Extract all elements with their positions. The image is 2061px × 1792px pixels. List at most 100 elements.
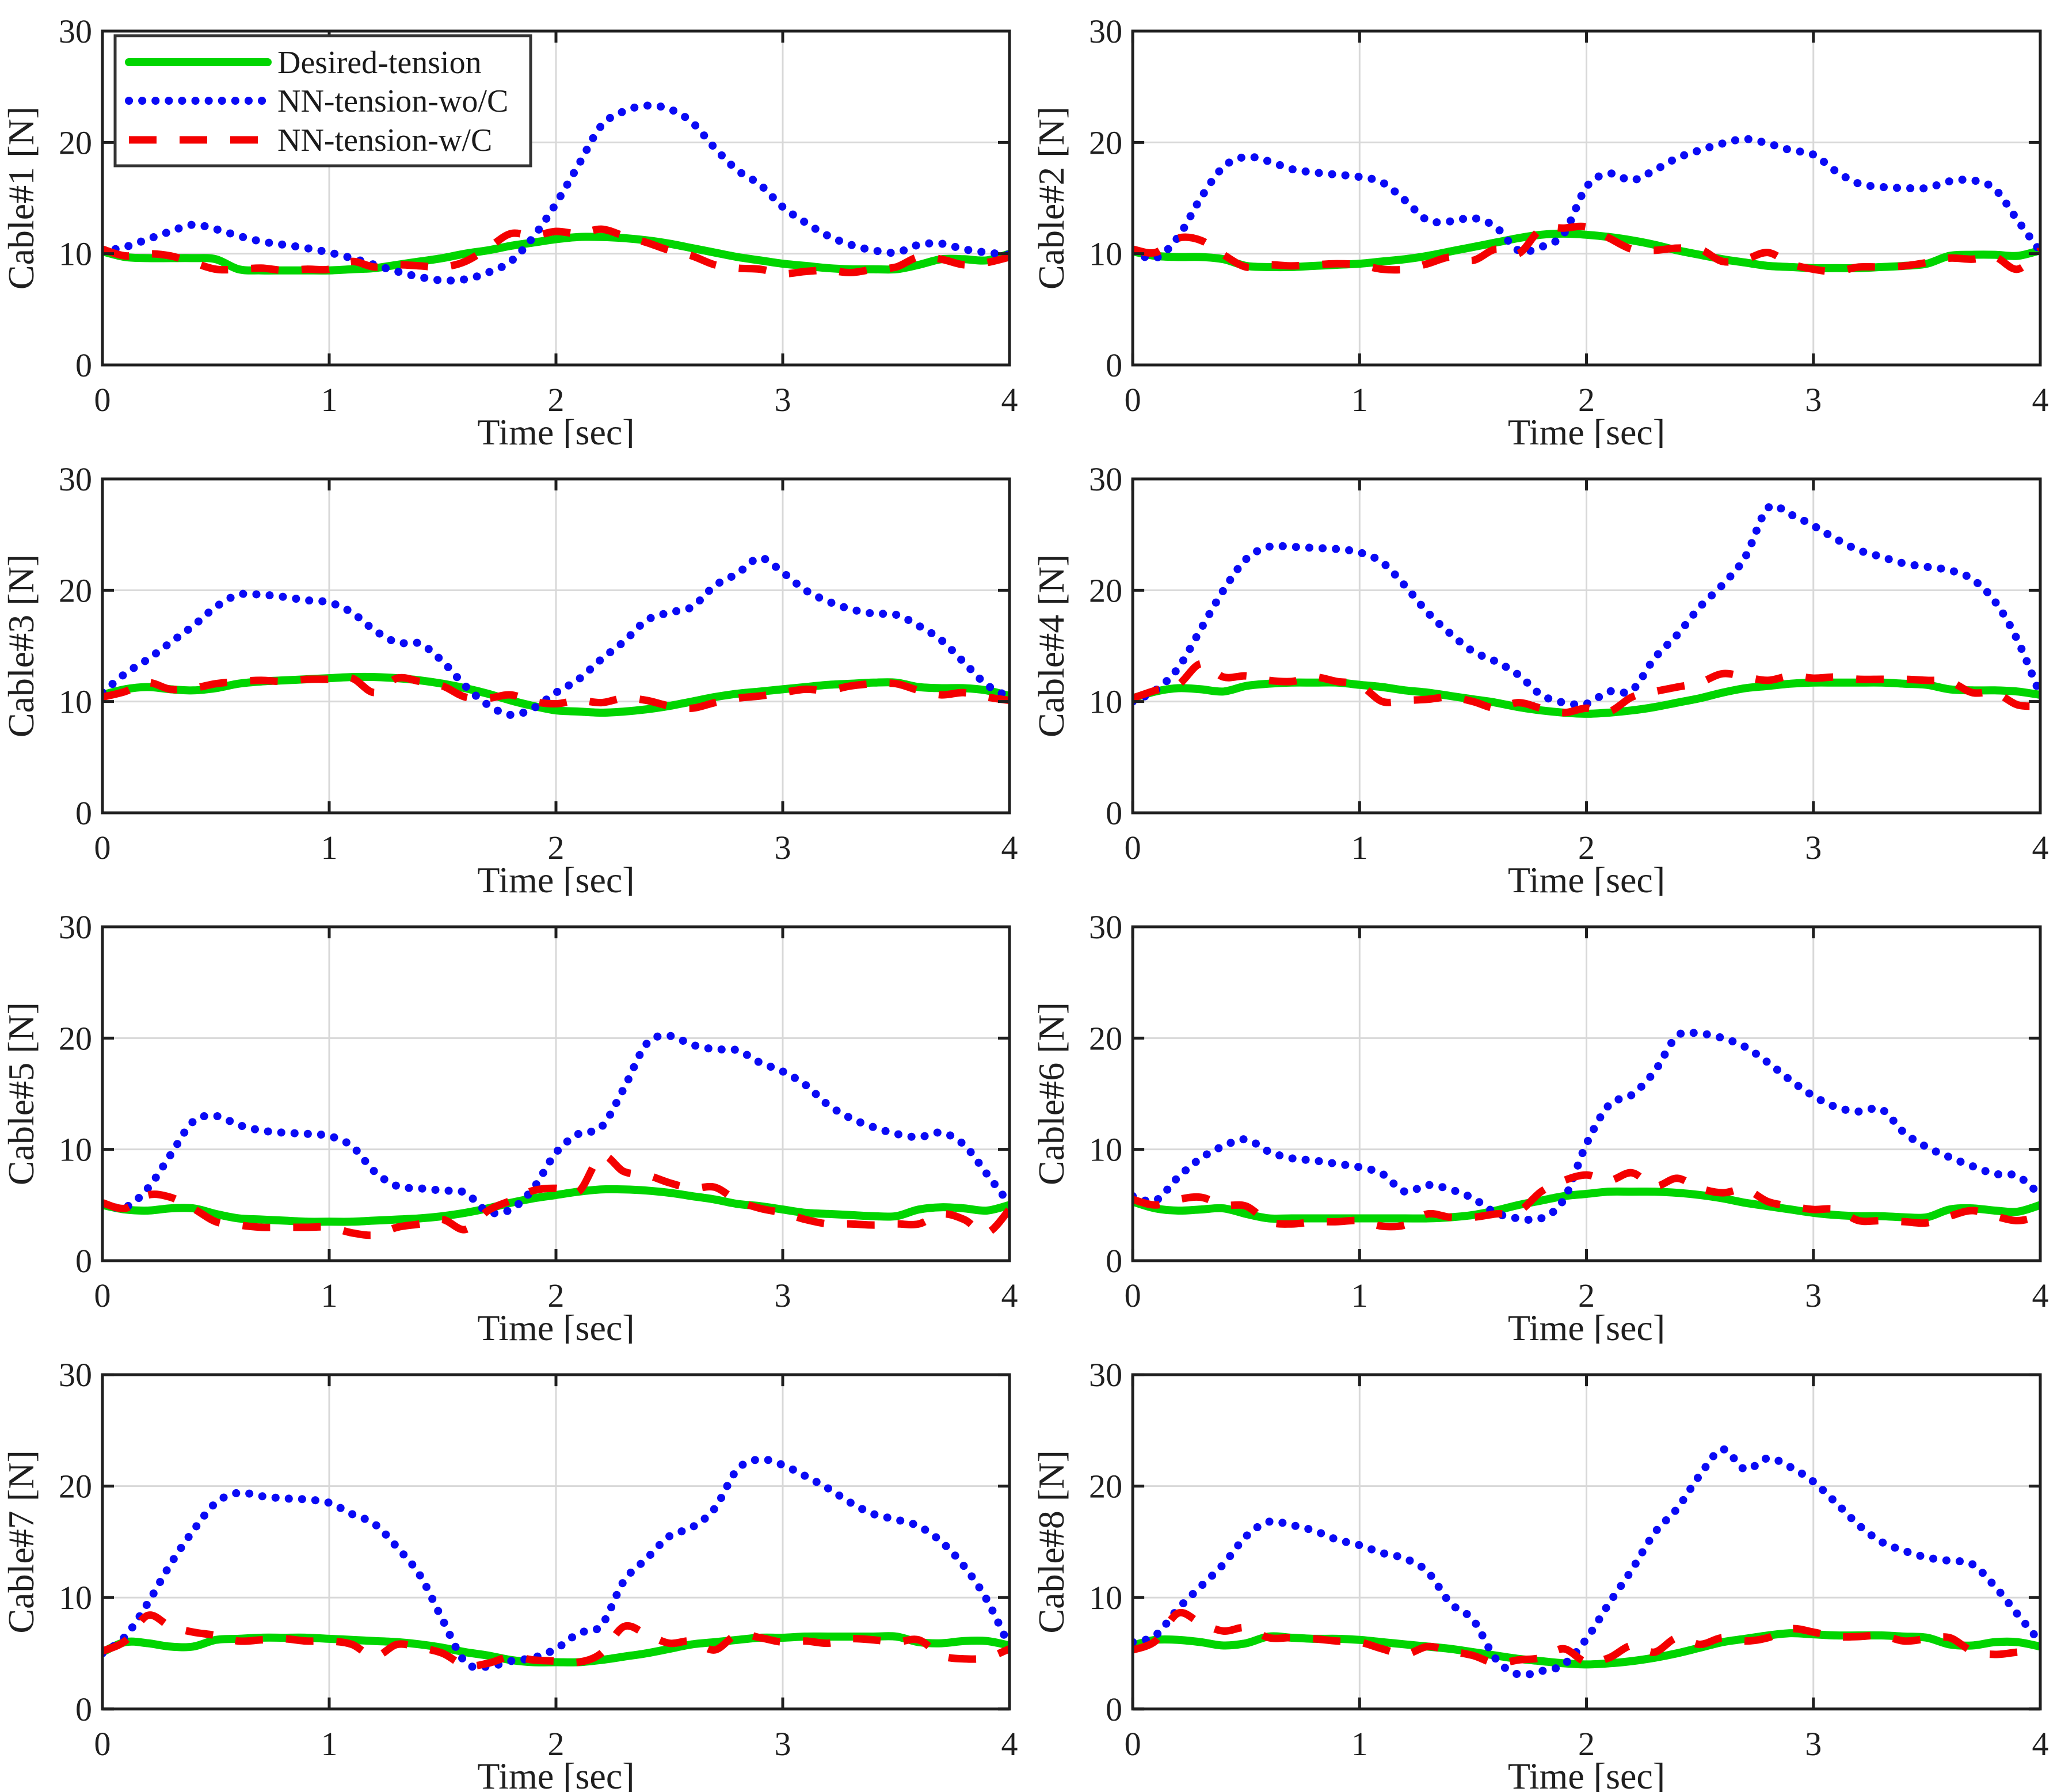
x-tick-label: 1 — [321, 1277, 338, 1314]
cable3-chart: 0 1 2 3 4 0 10 20 30 Time [sec] Cable#3 [N] — [1, 461, 1018, 896]
x-tick-label: 2 — [548, 829, 565, 866]
y-tick-label: 30 — [1089, 13, 1122, 50]
y-tick-label: 30 — [59, 908, 92, 946]
series-nn-tension-w-c — [102, 1152, 1009, 1239]
series-nn-tension-w-c — [1133, 1608, 2040, 1668]
y-axis-label: Cable#5 [N] — [1, 1002, 41, 1185]
x-axis-label: Time [sec] — [1508, 412, 1665, 448]
x-tick-label: 4 — [1001, 1277, 1018, 1314]
series-group — [102, 1032, 1009, 1239]
series-group — [102, 554, 1009, 719]
y-tick-label: 10 — [1089, 235, 1122, 273]
y-tick-label: 20 — [1089, 124, 1122, 161]
x-tick-label: 4 — [2032, 381, 2048, 418]
series-group — [1133, 1028, 2040, 1231]
series-nn-tension-w-c — [102, 674, 1009, 712]
cable5-chart: 0 1 2 3 4 0 10 20 30 Time [sec] Cable#5 [N] — [1, 908, 1018, 1344]
y-tick-label: 20 — [59, 124, 92, 161]
x-tick-label: 1 — [1351, 381, 1368, 418]
y-tick-labels: 0 10 20 30 — [1089, 461, 1122, 832]
cable2-chart: 0 1 2 3 4 0 10 20 30 Time [sec] Cable#2 [N] — [1031, 13, 2048, 448]
y-tick-labels: 0 10 20 30 — [59, 461, 92, 832]
y-axis-label: Cable#7 [N] — [1, 1450, 41, 1633]
axes-frame — [1131, 1373, 2042, 1711]
y-tick-label: 20 — [59, 1468, 92, 1505]
y-tick-label: 0 — [1106, 794, 1122, 832]
series-desired-tension — [1133, 1187, 2040, 1223]
gridlines — [1133, 1375, 2040, 1709]
x-tick-label: 1 — [1351, 1277, 1368, 1314]
x-tick-label: 2 — [1578, 829, 1595, 866]
y-tick-label: 10 — [59, 1579, 92, 1616]
x-tick-label: 0 — [1125, 381, 1141, 418]
x-tick-label: 3 — [1805, 829, 1822, 866]
legend-label: NN-tension-wo/C — [277, 83, 508, 119]
x-tick-label: 0 — [1125, 1725, 1141, 1763]
y-tick-labels: 0 10 20 30 — [1089, 13, 1122, 384]
cable4-chart: 0 1 2 3 4 0 10 20 30 Time [sec] Cable#4 [N] — [1031, 461, 2049, 896]
x-axis-label: Time [sec] — [477, 859, 634, 896]
subplot-cable2: 0 1 2 3 4 0 10 20 30 Time [sec] Cable#2 [N] — [1030, 0, 2061, 448]
tick-marks — [1131, 29, 2042, 367]
subplot-cable3: 0 1 2 3 4 0 10 20 30 Time [sec] Cable#3 [N] — [0, 448, 1030, 896]
y-axis-label: Cable#6 [N] — [1031, 1002, 1072, 1185]
y-axis-label: Cable#1 [N] — [1, 106, 41, 290]
y-tick-label: 0 — [75, 1242, 92, 1280]
y-tick-label: 10 — [1089, 1131, 1122, 1169]
x-tick-label: 4 — [2032, 1277, 2048, 1314]
x-tick-label: 2 — [548, 1725, 565, 1763]
x-tick-label: 4 — [1001, 1725, 1018, 1763]
x-tick-label: 4 — [1001, 829, 1018, 866]
y-tick-label: 0 — [75, 347, 92, 384]
y-tick-label: 10 — [59, 235, 92, 273]
subplot-cable7: 0 1 2 3 4 0 10 20 30 Time [sec] Cable#7 [N] — [0, 1344, 1030, 1792]
y-tick-label: 20 — [59, 572, 92, 609]
y-tick-label: 10 — [1089, 1579, 1122, 1616]
y-tick-label: 10 — [59, 1131, 92, 1169]
x-tick-label: 0 — [94, 1725, 111, 1763]
tick-marks — [101, 29, 1011, 367]
x-tick-label: 3 — [1805, 1277, 1822, 1314]
x-axis-label: Time [sec] — [477, 1307, 634, 1344]
y-tick-label: 30 — [59, 13, 92, 50]
y-tick-label: 30 — [1089, 461, 1122, 498]
x-tick-label: 2 — [1578, 381, 1595, 418]
subplot-cable5: 0 1 2 3 4 0 10 20 30 Time [sec] Cable#5 [N] — [0, 896, 1030, 1344]
cable1-chart: 0 1 2 3 4 0 10 20 30 Time [sec] Cable#1 [N] Desired… — [1, 13, 1018, 448]
y-tick-label: 0 — [75, 794, 92, 832]
tick-marks — [1131, 1373, 2042, 1711]
axes-frame — [101, 1373, 1011, 1711]
x-tick-labels: 0 1 2 3 4 — [1125, 1277, 2049, 1314]
x-axis-label: Time [sec] — [477, 1756, 634, 1792]
series-nn-tension-w-c — [1133, 222, 2040, 276]
gridlines — [1133, 31, 2040, 365]
x-tick-labels: 0 1 2 3 4 — [1125, 829, 2049, 866]
x-tick-label: 4 — [1001, 381, 1018, 418]
gridlines — [102, 1375, 1009, 1709]
y-tick-labels: 0 10 20 30 — [59, 13, 92, 384]
cable8-chart: 0 1 2 3 4 0 10 20 30 Time [sec] Cable#8 [N] — [1031, 1356, 2048, 1792]
x-tick-labels: 0 1 2 3 4 — [94, 381, 1018, 418]
y-tick-label: 30 — [1089, 1356, 1122, 1394]
x-tick-label: 2 — [1578, 1277, 1595, 1314]
x-tick-label: 0 — [94, 829, 111, 866]
series-group — [1133, 501, 2040, 718]
x-axis-label: Time [sec] — [477, 412, 634, 448]
series-nn-tension-wo-c — [102, 1455, 1009, 1672]
series-nn-tension-w-c — [102, 1611, 1009, 1670]
x-tick-label: 0 — [1125, 1277, 1141, 1314]
x-axis-label: Time [sec] — [1508, 859, 1665, 896]
y-tick-labels: 0 10 20 30 — [59, 908, 92, 1280]
subplot-cable1: 0 1 2 3 4 0 10 20 30 Time [sec] Cable#1 [N] Desired… — [0, 0, 1030, 448]
x-tick-label: 2 — [548, 381, 565, 418]
y-tick-label: 10 — [1089, 683, 1122, 721]
subplot-cable4: 0 1 2 3 4 0 10 20 30 Time [sec] Cable#4 [N] — [1030, 448, 2061, 896]
x-tick-label: 3 — [1805, 1725, 1822, 1763]
subplot-cable8: 0 1 2 3 4 0 10 20 30 Time [sec] Cable#8 [N] — [1030, 1344, 2061, 1792]
x-tick-label: 1 — [321, 381, 338, 418]
y-tick-label: 20 — [1089, 1019, 1122, 1057]
gridlines — [1133, 927, 2040, 1261]
y-tick-label: 0 — [1106, 1691, 1122, 1728]
